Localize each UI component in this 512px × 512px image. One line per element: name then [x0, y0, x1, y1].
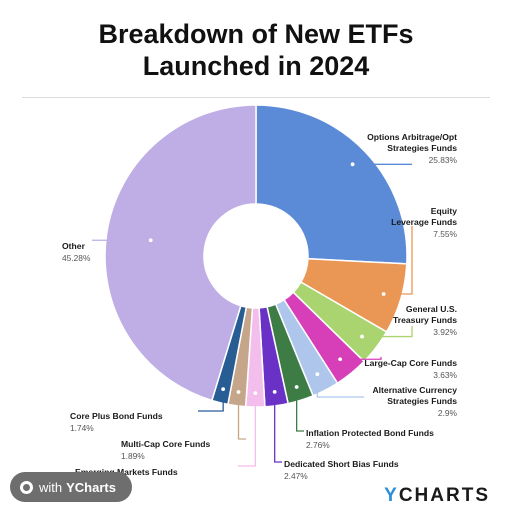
slice-label-name: Treasury Funds: [393, 315, 457, 325]
slice-label-value: 25.83%: [429, 155, 458, 165]
leader-dot-other: [147, 237, 154, 244]
leader-dot-emerging-markets-funds: [252, 390, 259, 397]
slice-label-value: 2.47%: [284, 471, 308, 481]
leader-line-general-u-s-treasury-funds: [362, 326, 413, 338]
slice-label-name: Large-Cap Core Funds: [364, 358, 457, 368]
ycharts-badge[interactable]: with YCharts: [10, 472, 132, 502]
slice-label-name: Dedicated Short Bias Funds: [284, 459, 399, 469]
leader-lines-layer: [92, 161, 413, 467]
slice-label-general-u-s-treasury-funds: General U.S.Treasury Funds 3.92%: [393, 304, 458, 337]
slice-label-dedicated-short-bias-funds: Dedicated Short Bias Funds 2.47%: [284, 459, 399, 481]
leader-line-dedicated-short-bias-funds: [274, 391, 282, 463]
slice-label-name: Options Arbitrage/Opt: [367, 132, 457, 142]
leader-dot-options-arbitrage-opt-strategies-funds: [349, 161, 356, 168]
slice-label-value: 3.92%: [433, 327, 457, 337]
leader-dot-general-u-s-treasury-funds: [359, 333, 365, 340]
slices-layer: [104, 104, 408, 408]
leader-dot-alternative-currency-strategies-funds: [314, 371, 321, 378]
leader-dot-inflation-protected-bond-funds: [293, 384, 300, 390]
leader-line-inflation-protected-bond-funds: [296, 386, 304, 432]
slice-label-inflation-protected-bond-funds: Inflation Protected Bond Funds 2.76%: [306, 428, 434, 450]
slice-label-name: Alternative Currency: [372, 385, 457, 395]
title-divider: [22, 97, 490, 98]
slice-label-value: 45.28%: [62, 253, 91, 263]
leader-dot-dedicated-short-bias-funds: [271, 388, 278, 395]
slice-label-other: Other 45.28%: [62, 241, 91, 263]
slice-label-value: 3.63%: [433, 370, 457, 380]
ycharts-logo: YCHARTS: [384, 485, 490, 507]
leader-dot-equity-leverage-funds: [380, 291, 387, 297]
slice-label-value: 1.74%: [70, 423, 94, 433]
slice-label-large-cap-core-funds: Large-Cap Core Funds 3.63%: [364, 358, 457, 380]
chart-title: Breakdown of New ETFs Launched in 2024: [0, 18, 512, 82]
slice-label-value: 1.89%: [121, 451, 145, 461]
slice-label-core-plus-bond-funds: Core Plus Bond Funds 1.74%: [70, 411, 163, 433]
leader-line-large-cap-core-funds: [340, 357, 382, 360]
slice-label-value: 7.55%: [433, 229, 457, 239]
slice-options-arbitrage-opt-strategies-funds: [255, 104, 408, 265]
slice-label-name: Strategies Funds: [387, 396, 457, 406]
leader-dot-multi-cap-core-funds: [235, 389, 242, 395]
logo-y: Y: [384, 485, 399, 506]
ycharts-badge-icon: [20, 480, 33, 494]
slice-label-name: Inflation Protected Bond Funds: [306, 428, 434, 438]
leader-dot-core-plus-bond-funds: [220, 386, 227, 393]
slice-label-name: Multi-Cap Core Funds: [121, 439, 210, 449]
slice-label-name: Core Plus Bond Funds: [70, 411, 163, 421]
logo-text: CHARTS: [398, 485, 490, 506]
slice-label-name: Strategies Funds: [387, 143, 457, 153]
leader-line-equity-leverage-funds: [383, 226, 413, 295]
slice-label-name: General U.S.: [406, 304, 457, 314]
slice-label-value: 2.9%: [438, 408, 458, 418]
leader-line-multi-cap-core-funds: [237, 392, 246, 440]
leader-line-emerging-markets-funds: [238, 393, 257, 467]
leader-dot-large-cap-core-funds: [337, 356, 344, 363]
slice-label-value: 2.76%: [306, 440, 330, 450]
chart-title-line-2: Launched in 2024: [142, 51, 370, 81]
leader-line-alternative-currency-strategies-funds: [316, 374, 364, 398]
badge-brand: YCharts: [66, 479, 116, 495]
badge-prefix: with: [39, 479, 63, 495]
leader-line-core-plus-bond-funds: [198, 389, 224, 412]
slice-label-name: Leverage Funds: [391, 217, 457, 227]
slice-label-name: Other: [62, 241, 86, 251]
slice-label-name: Equity: [431, 206, 457, 216]
slice-label-name: Emerging Markets Funds: [75, 467, 178, 477]
slice-other: [104, 104, 257, 402]
chart-title-line-1: Breakdown of New ETFs: [98, 19, 414, 49]
slice-label-multi-cap-core-funds: Multi-Cap Core Funds 1.89%: [121, 439, 210, 461]
